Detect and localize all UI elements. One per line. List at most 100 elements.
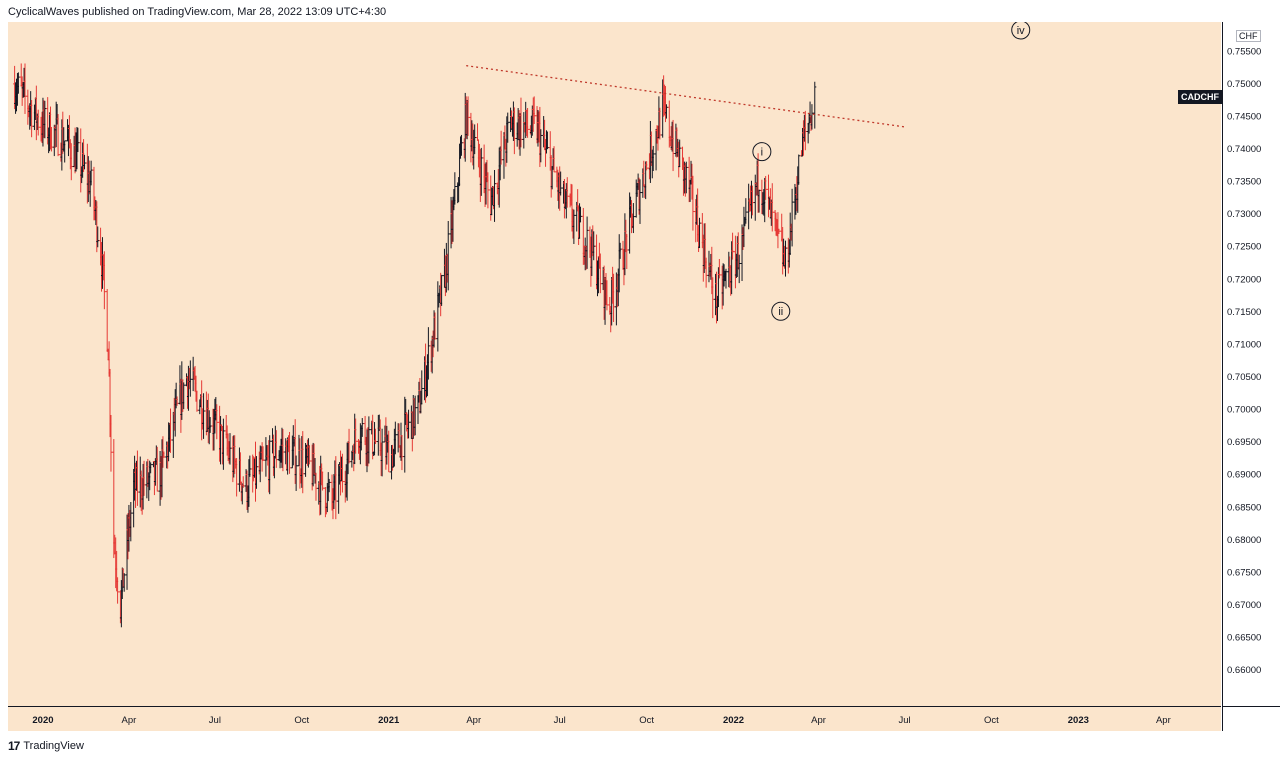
ohlc-bar bbox=[605, 280, 609, 311]
ohlc-bar bbox=[684, 161, 688, 194]
wave-label-ii: ii bbox=[771, 301, 791, 321]
ohlc-bar bbox=[658, 107, 662, 140]
price-axis[interactable]: 0.75500 0.75000 0.74500 0.74000 0.73500 0.730… bbox=[1222, 22, 1280, 706]
time-tick-label: Jul bbox=[554, 715, 566, 726]
time-tick-label: Apr bbox=[122, 715, 137, 726]
price-tick-label: 0.71500 bbox=[1227, 307, 1261, 318]
time-tick-label: Oct bbox=[294, 715, 309, 726]
svg-text:i: i bbox=[761, 147, 763, 159]
ohlc-bar bbox=[446, 220, 450, 291]
ohlc-bar bbox=[671, 119, 675, 172]
ohlc-bar bbox=[281, 429, 285, 472]
ohlc-bar bbox=[512, 107, 516, 155]
ohlc-bar bbox=[36, 109, 40, 136]
ohlc-bar bbox=[466, 96, 470, 136]
ohlc-bar bbox=[777, 228, 781, 234]
ohlc-bar bbox=[393, 421, 397, 455]
ohlc-bar bbox=[43, 100, 47, 139]
ohlc-bar bbox=[476, 123, 480, 141]
ohlc-bar bbox=[168, 408, 172, 453]
ohlc-bar bbox=[453, 172, 457, 205]
ohlc-bar bbox=[790, 188, 794, 247]
ohlc-bar bbox=[737, 254, 741, 284]
ohlc-bar bbox=[228, 433, 232, 465]
ohlc-bar bbox=[691, 175, 695, 231]
price-tick-label: 0.73000 bbox=[1227, 209, 1261, 220]
tradingview-brand: TradingView bbox=[23, 740, 84, 752]
ohlc-bar bbox=[783, 240, 787, 277]
ohlc-bar bbox=[578, 206, 582, 223]
price-tick-label: 0.71000 bbox=[1227, 339, 1261, 350]
time-tick-label: 2021 bbox=[378, 715, 400, 726]
ohlc-bar bbox=[83, 154, 87, 170]
ohlc-bar bbox=[387, 430, 391, 473]
ohlc-bar bbox=[327, 478, 331, 493]
price-tick-label: 0.67000 bbox=[1227, 600, 1261, 611]
wave-label-iv: iv bbox=[1011, 20, 1031, 40]
ohlc-bar bbox=[651, 145, 655, 172]
ohlc-bar bbox=[142, 460, 146, 496]
ohlc-bar bbox=[347, 428, 351, 464]
ohlc-bar bbox=[188, 360, 192, 397]
price-tick-label: 0.72000 bbox=[1227, 274, 1261, 285]
time-axis-labels: 2020 Apr Jul Oct 2021 Apr Jul Oct 2022 Apr Jul Oct 2… bbox=[32, 715, 1170, 726]
ohlc-bar bbox=[268, 435, 272, 495]
ohlc-bar bbox=[704, 257, 708, 288]
ohlc-bar bbox=[744, 198, 748, 224]
ohlc-bar bbox=[724, 268, 728, 289]
price-tick-label: 0.70000 bbox=[1227, 405, 1261, 416]
ohlc-bar bbox=[360, 418, 364, 437]
ohlc-bar bbox=[294, 455, 298, 491]
ohlc-bar bbox=[440, 274, 444, 306]
ohlc-bar bbox=[717, 258, 721, 279]
ohlc-bar bbox=[380, 428, 384, 477]
price-tick-label: 0.74000 bbox=[1227, 144, 1261, 155]
ohlc-bar bbox=[301, 431, 305, 494]
ohlc-bar bbox=[354, 418, 358, 454]
time-tick-label: Apr bbox=[466, 715, 481, 726]
price-tick-label: 0.68000 bbox=[1227, 535, 1261, 546]
price-tick-label: 0.73500 bbox=[1227, 177, 1261, 188]
ohlc-bar bbox=[261, 446, 265, 462]
time-axis[interactable]: 2020 Apr Jul Oct 2021 Apr Jul Oct 2022 Apr Jul Oct 2… bbox=[8, 706, 1221, 731]
ohlc-bar bbox=[499, 130, 503, 165]
time-tick-label: 2023 bbox=[1068, 715, 1089, 726]
price-tick-label: 0.69000 bbox=[1227, 470, 1261, 481]
ohlc-bar bbox=[30, 100, 34, 138]
price-tick-label: 0.75000 bbox=[1227, 79, 1261, 90]
ohlc-bar bbox=[592, 231, 596, 261]
ohlc-bar bbox=[750, 185, 754, 216]
svg-text:iv: iv bbox=[1017, 25, 1025, 37]
ohlc-bar bbox=[532, 96, 536, 124]
ohlc-bar bbox=[195, 390, 199, 412]
ohlc-bar bbox=[565, 177, 569, 208]
ohlc-bar bbox=[49, 126, 53, 152]
ohlc-bar bbox=[459, 134, 463, 156]
ohlc-bar bbox=[155, 446, 159, 492]
ohlc-bar bbox=[426, 327, 430, 380]
ohlc-bar bbox=[473, 124, 477, 155]
svg-text:ii: ii bbox=[778, 306, 783, 318]
ohlc-bar bbox=[63, 140, 67, 163]
resistance-trendline[interactable] bbox=[466, 65, 905, 128]
ohlc-bar bbox=[810, 104, 814, 130]
ohlc-bar bbox=[122, 573, 126, 592]
ohlc-bar bbox=[23, 63, 27, 114]
chart-pane[interactable]: i ii iv bbox=[8, 20, 1221, 706]
ohlc-bar bbox=[479, 147, 483, 196]
ohlc-bar bbox=[433, 312, 437, 340]
ohlc-bar bbox=[16, 72, 20, 94]
tradingview-logo-icon: 17 bbox=[8, 739, 20, 753]
ohlc-bar bbox=[288, 431, 292, 474]
ohlc-bar bbox=[109, 415, 113, 472]
ohlc-bar bbox=[175, 396, 179, 406]
ohlc-bar bbox=[757, 189, 761, 213]
ohlc-bar bbox=[116, 577, 120, 604]
tradingview-footer[interactable]: 17 TradingView bbox=[8, 739, 84, 753]
ohlc-bar bbox=[711, 277, 715, 319]
ohlc-bar bbox=[334, 456, 338, 520]
ohlc-bar bbox=[552, 146, 556, 173]
ohlc-bar bbox=[400, 435, 404, 471]
